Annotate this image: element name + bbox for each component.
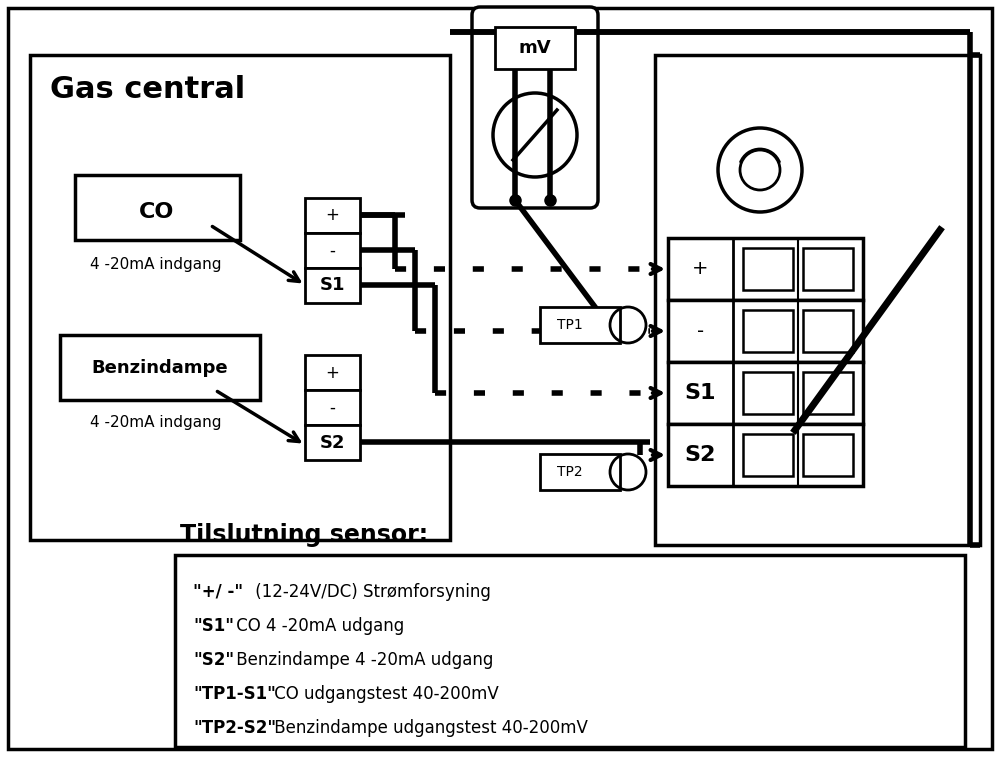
Text: CO udgangstest 40-200mV: CO udgangstest 40-200mV bbox=[269, 685, 499, 703]
Text: -: - bbox=[330, 241, 335, 260]
Text: 4 -20mA indgang: 4 -20mA indgang bbox=[90, 415, 222, 429]
Text: CO: CO bbox=[139, 202, 175, 222]
FancyBboxPatch shape bbox=[655, 55, 980, 545]
Text: "+/ -": "+/ -" bbox=[193, 583, 243, 601]
FancyBboxPatch shape bbox=[472, 7, 598, 208]
Text: S2: S2 bbox=[685, 445, 716, 465]
FancyBboxPatch shape bbox=[743, 372, 793, 414]
Text: S1: S1 bbox=[685, 383, 716, 403]
FancyBboxPatch shape bbox=[8, 8, 992, 749]
FancyBboxPatch shape bbox=[803, 248, 853, 290]
FancyBboxPatch shape bbox=[30, 55, 450, 540]
FancyBboxPatch shape bbox=[305, 268, 360, 303]
FancyBboxPatch shape bbox=[743, 434, 793, 476]
FancyBboxPatch shape bbox=[495, 27, 575, 69]
Text: mV: mV bbox=[519, 39, 551, 57]
FancyBboxPatch shape bbox=[175, 555, 965, 747]
Text: +: + bbox=[326, 363, 339, 382]
FancyBboxPatch shape bbox=[305, 198, 360, 233]
FancyBboxPatch shape bbox=[803, 372, 853, 414]
Text: "S2": "S2" bbox=[193, 651, 234, 669]
FancyBboxPatch shape bbox=[75, 175, 240, 240]
Text: +: + bbox=[326, 207, 339, 225]
Text: (12-24V/DC) Strømforsyning: (12-24V/DC) Strømforsyning bbox=[250, 583, 491, 601]
FancyBboxPatch shape bbox=[668, 362, 863, 424]
Text: Benzindampe: Benzindampe bbox=[92, 359, 228, 377]
FancyBboxPatch shape bbox=[803, 310, 853, 352]
FancyBboxPatch shape bbox=[305, 355, 360, 390]
FancyBboxPatch shape bbox=[668, 238, 863, 300]
FancyBboxPatch shape bbox=[668, 300, 863, 362]
FancyBboxPatch shape bbox=[743, 310, 793, 352]
Text: CO 4 -20mA udgang: CO 4 -20mA udgang bbox=[231, 617, 404, 635]
FancyBboxPatch shape bbox=[668, 424, 863, 486]
Text: -: - bbox=[330, 398, 335, 416]
Text: S1: S1 bbox=[320, 276, 345, 294]
Text: "TP1-S1": "TP1-S1" bbox=[193, 685, 276, 703]
FancyBboxPatch shape bbox=[743, 248, 793, 290]
Text: -: - bbox=[697, 322, 704, 341]
Text: TP2: TP2 bbox=[557, 465, 583, 479]
Text: 4 -20mA indgang: 4 -20mA indgang bbox=[90, 257, 222, 273]
Text: "TP2-S2": "TP2-S2" bbox=[193, 719, 276, 737]
Text: S2: S2 bbox=[320, 434, 345, 451]
Text: Benzindampe udgangstest 40-200mV: Benzindampe udgangstest 40-200mV bbox=[269, 719, 588, 737]
Text: Gas central: Gas central bbox=[50, 75, 245, 104]
Text: +: + bbox=[692, 260, 709, 279]
Text: "S1": "S1" bbox=[193, 617, 234, 635]
Text: Tilslutning sensor:: Tilslutning sensor: bbox=[180, 523, 428, 547]
FancyBboxPatch shape bbox=[540, 454, 620, 490]
FancyBboxPatch shape bbox=[305, 425, 360, 460]
Text: TP1: TP1 bbox=[557, 318, 583, 332]
Text: Benzindampe 4 -20mA udgang: Benzindampe 4 -20mA udgang bbox=[231, 651, 493, 669]
FancyBboxPatch shape bbox=[305, 233, 360, 268]
FancyBboxPatch shape bbox=[60, 335, 260, 400]
FancyBboxPatch shape bbox=[803, 434, 853, 476]
FancyBboxPatch shape bbox=[305, 390, 360, 425]
FancyBboxPatch shape bbox=[540, 307, 620, 343]
